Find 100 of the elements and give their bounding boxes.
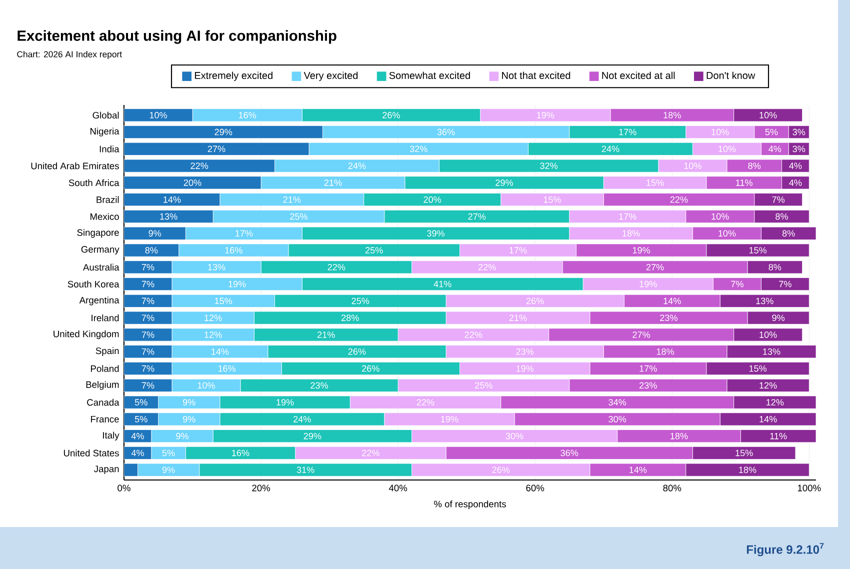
data-label: 26% bbox=[348, 348, 366, 355]
data-label: 22% bbox=[478, 264, 496, 270]
data-label: 20% bbox=[424, 196, 442, 203]
data-label: 5% bbox=[765, 128, 778, 136]
chart-subtitle: Chart: 2026 AI Index report bbox=[17, 50, 122, 60]
data-label: 14% bbox=[629, 466, 647, 474]
data-label: 11% bbox=[770, 432, 787, 440]
data-label: 15% bbox=[214, 298, 232, 304]
data-label: 16% bbox=[225, 247, 242, 254]
data-label: 17% bbox=[510, 247, 527, 254]
data-label: 8% bbox=[145, 247, 158, 254]
data-label: 7% bbox=[772, 196, 785, 203]
data-label: 9% bbox=[162, 466, 175, 474]
data-label: 16% bbox=[238, 112, 256, 118]
data-label: 29% bbox=[304, 432, 322, 440]
data-label: 19% bbox=[536, 112, 554, 118]
data-label: 22% bbox=[362, 450, 380, 456]
legend-label: Somewhat excited bbox=[389, 72, 470, 80]
data-label: 7% bbox=[142, 264, 154, 270]
y-tick-label: Argentina bbox=[79, 296, 120, 306]
data-label: 19% bbox=[516, 365, 534, 372]
y-tick-label: Poland bbox=[91, 365, 119, 372]
data-label: 22% bbox=[190, 162, 208, 170]
data-label: 19% bbox=[441, 416, 458, 422]
data-label: 10% bbox=[760, 112, 777, 118]
data-label: 18% bbox=[670, 432, 688, 440]
data-label: 4% bbox=[789, 162, 802, 169]
legend-label: Not excited at all bbox=[602, 72, 675, 80]
data-label: 7% bbox=[731, 280, 744, 288]
data-label: 9% bbox=[772, 314, 785, 322]
legend-label: Extremely excited bbox=[194, 72, 272, 81]
data-label: 19% bbox=[632, 247, 650, 254]
data-label: 30% bbox=[506, 432, 524, 440]
data-label: 20% bbox=[184, 179, 202, 186]
data-label: 8% bbox=[748, 162, 761, 170]
data-label: 15% bbox=[646, 180, 664, 186]
legend-label: Don't know bbox=[706, 72, 756, 80]
data-label: 27% bbox=[632, 332, 650, 338]
data-label: 14% bbox=[760, 416, 777, 422]
data-label: 16% bbox=[218, 365, 236, 372]
y-tick-label: Nigeria bbox=[90, 128, 120, 136]
y-tick-label: United Kingdom bbox=[54, 330, 119, 340]
data-label: 17% bbox=[640, 365, 657, 372]
y-tick-label: Singapore bbox=[77, 229, 119, 238]
y-tick-label: Spain bbox=[96, 347, 119, 356]
data-label: 4% bbox=[789, 180, 802, 186]
data-label: 5% bbox=[134, 416, 148, 422]
data-label: 27% bbox=[208, 146, 226, 152]
data-label: 10% bbox=[712, 128, 729, 136]
data-label: 10% bbox=[198, 382, 215, 389]
data-label: 7% bbox=[779, 280, 792, 288]
x-tick-label: 20% bbox=[252, 484, 270, 492]
data-label: 7% bbox=[142, 365, 154, 372]
data-label: 17% bbox=[236, 230, 253, 237]
data-label: 7% bbox=[142, 332, 154, 338]
y-tick-label: Canada bbox=[87, 398, 120, 406]
data-label: 29% bbox=[214, 128, 232, 136]
data-label: 9% bbox=[148, 230, 162, 237]
data-label: 8% bbox=[782, 230, 795, 237]
data-label: 17% bbox=[619, 213, 636, 220]
data-label: 23% bbox=[640, 382, 657, 389]
data-label: 32% bbox=[540, 162, 558, 170]
data-label: 4% bbox=[131, 450, 144, 456]
x-tick-label: 100% bbox=[798, 484, 821, 492]
data-label: 19% bbox=[640, 280, 657, 288]
y-tick-label: Australia bbox=[83, 264, 120, 271]
data-label: 25% bbox=[365, 247, 383, 254]
legend-label: Very excited bbox=[304, 72, 358, 81]
data-label: 8% bbox=[768, 264, 782, 270]
data-label: 27% bbox=[646, 264, 664, 270]
data-label: 13% bbox=[208, 264, 226, 270]
data-label: 15% bbox=[544, 196, 561, 203]
chart-title: Excitement about using AI for companionship bbox=[18, 30, 336, 44]
data-label: 11% bbox=[736, 180, 752, 186]
y-tick-label: South Africa bbox=[68, 179, 120, 186]
data-label: 7% bbox=[142, 298, 154, 304]
y-tick-label: Belgium bbox=[86, 381, 119, 390]
x-tick-label: 80% bbox=[663, 484, 682, 492]
data-label: 36% bbox=[560, 450, 578, 456]
data-label: 13% bbox=[763, 348, 780, 355]
data-label: 22% bbox=[328, 264, 346, 270]
data-label: 18% bbox=[664, 112, 681, 118]
data-label: 18% bbox=[656, 348, 674, 355]
data-label: 34% bbox=[608, 399, 626, 406]
data-label: 14% bbox=[164, 196, 181, 203]
data-label: 12% bbox=[760, 382, 777, 389]
data-label: 17% bbox=[619, 128, 636, 136]
x-tick-label: 60% bbox=[526, 484, 544, 492]
data-label: 15% bbox=[736, 450, 753, 456]
y-tick-label: France bbox=[91, 416, 119, 422]
x-tick-label: 0% bbox=[118, 484, 130, 492]
data-label: 21% bbox=[318, 332, 335, 338]
data-label: 4% bbox=[131, 432, 144, 440]
data-label: 26% bbox=[492, 466, 510, 474]
data-label: 30% bbox=[608, 416, 626, 422]
data-label: 26% bbox=[382, 112, 400, 118]
data-label: 23% bbox=[660, 314, 678, 322]
data-label: 4% bbox=[768, 146, 782, 152]
data-label: 10% bbox=[150, 112, 168, 118]
data-label: 14% bbox=[664, 298, 681, 304]
